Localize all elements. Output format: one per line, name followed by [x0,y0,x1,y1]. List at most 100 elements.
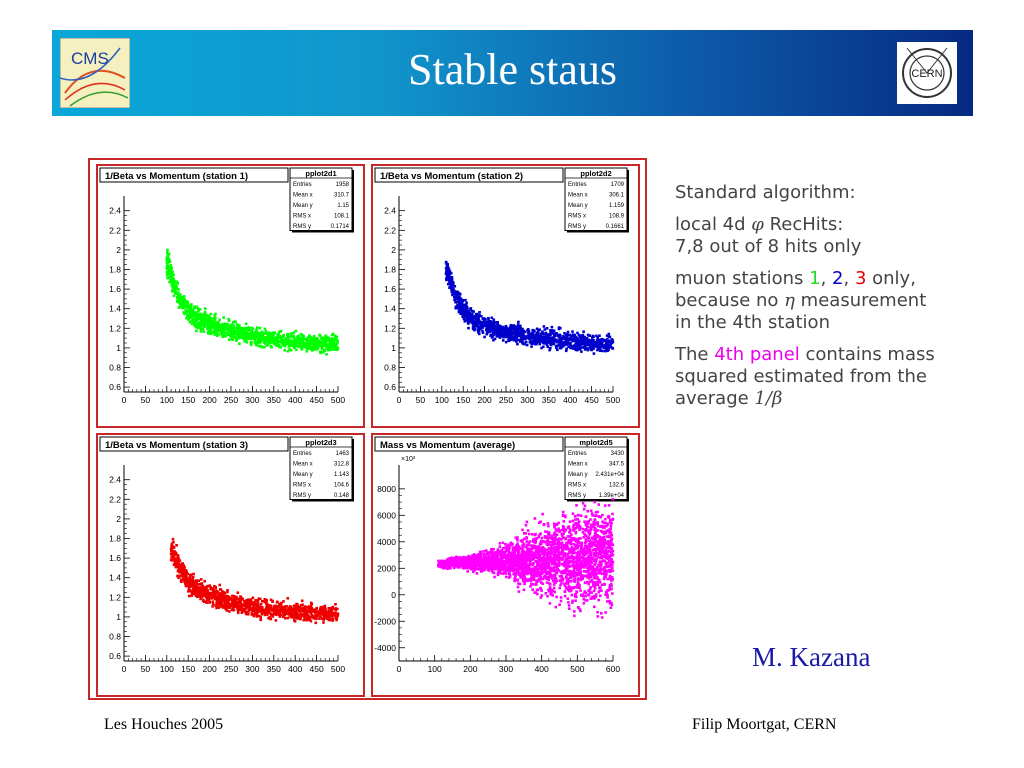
data-point [551,340,554,344]
data-point [458,295,461,299]
data-point [215,601,218,604]
data-point [492,328,496,332]
data-point [230,327,234,330]
data-point [198,316,202,319]
data-point [213,331,217,334]
data-point [574,342,578,345]
data-point [292,613,295,616]
data-point [210,597,213,600]
data-point [259,618,262,622]
data-point [328,607,331,610]
data-point [590,523,593,527]
data-point [186,313,189,317]
data-point [233,596,236,600]
stats-key: RMS x [568,214,586,220]
data-point [229,328,232,331]
data-point [259,602,263,606]
data-point [560,574,564,578]
data-point [549,347,552,350]
data-point [457,310,461,314]
data-point [470,317,473,321]
data-point [202,324,206,327]
data-point [315,337,318,341]
data-point [566,569,570,573]
x-tick-label: 450 [310,664,324,674]
data-point [301,344,304,348]
data-point [598,540,601,544]
data-point [252,614,256,618]
data-point [546,345,549,349]
data-point [540,346,543,350]
data-point [608,542,612,546]
data-point [238,608,241,612]
data-point [184,304,187,308]
data-point [499,331,502,335]
data-point [299,609,303,613]
data-point [181,305,184,309]
data-point [487,325,491,329]
data-point [188,575,192,579]
data-point [208,584,212,587]
data-point [596,346,600,350]
data-point [454,306,457,310]
data-point [231,594,234,598]
data-point [217,324,221,328]
data-point [609,344,612,348]
data-point [280,341,284,344]
data-point [258,605,261,609]
data-point [226,595,230,598]
data-point [575,566,578,570]
data-point [280,601,283,605]
data-point [165,270,169,274]
data-point [568,344,572,347]
data-point [552,586,556,590]
data-point [188,578,192,582]
data-point [209,591,213,595]
data-point [169,273,173,276]
data-point [265,598,268,602]
data-point [218,328,221,331]
data-point [461,305,465,309]
data-point [268,342,272,345]
data-point [478,325,482,329]
data-point [174,291,177,295]
data-point [246,601,250,605]
data-point [234,598,238,601]
data-point [574,335,578,339]
data-point [477,318,480,322]
data-point [490,316,494,320]
data-point [330,333,334,337]
data-point [286,608,289,612]
data-point [465,306,468,309]
data-point [316,342,319,345]
data-point [214,591,218,595]
data-point [456,303,459,307]
data-point [235,339,238,342]
data-point [277,605,281,608]
data-point [446,263,449,266]
data-point [170,544,173,548]
data-point [296,603,299,606]
y-tick-label: 2.4 [109,475,121,485]
data-point [449,281,453,284]
data-point [574,348,578,352]
data-point [255,599,258,602]
data-point [283,348,286,352]
data-point [551,579,555,583]
data-point [585,524,588,527]
data-point [285,342,288,345]
data-point [532,338,536,341]
data-point [595,334,598,338]
data-point [611,347,615,350]
data-point [484,552,487,556]
data-point [535,337,539,340]
data-point [596,615,600,618]
data-point [288,348,291,351]
data-point [271,599,274,603]
data-point [245,336,248,340]
data-point [512,338,516,342]
data-point [169,266,172,269]
data-point [199,595,203,599]
data-point [217,600,221,604]
data-point [577,339,581,342]
